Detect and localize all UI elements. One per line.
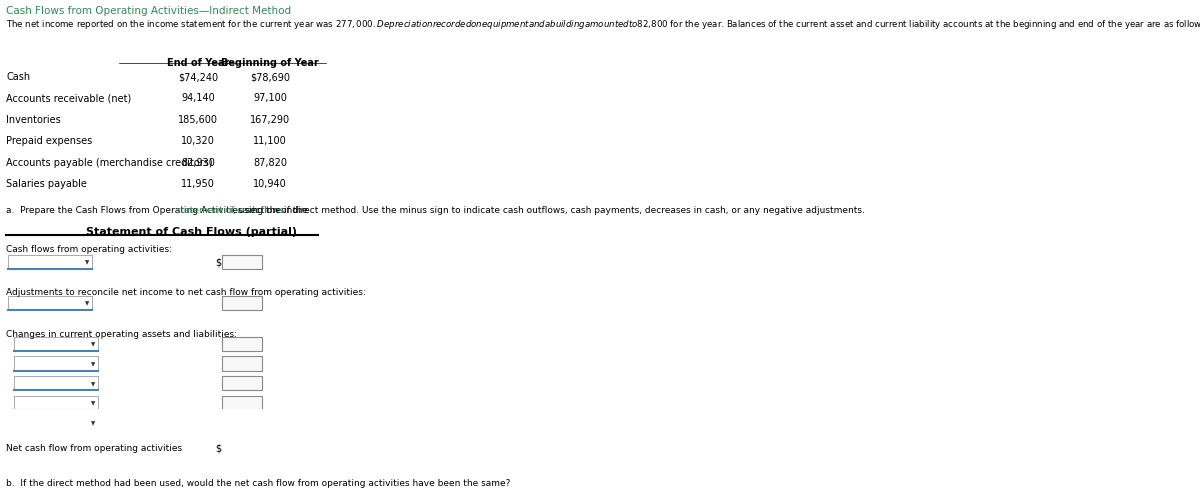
Text: Net cash flow from operating activities: Net cash flow from operating activities <box>6 444 182 452</box>
FancyBboxPatch shape <box>222 416 263 430</box>
Text: 94,140: 94,140 <box>181 93 215 103</box>
Text: The net income reported on the income statement for the current year was $277,00: The net income reported on the income st… <box>6 18 1200 31</box>
FancyBboxPatch shape <box>14 376 98 390</box>
Text: statement of cash flows: statement of cash flows <box>175 206 284 215</box>
Text: Changes in current operating assets and liabilities:: Changes in current operating assets and … <box>6 329 238 339</box>
FancyBboxPatch shape <box>14 396 98 410</box>
FancyBboxPatch shape <box>7 296 92 310</box>
Text: ▼: ▼ <box>91 420 96 426</box>
Text: Inventories: Inventories <box>6 115 61 124</box>
Text: Adjustments to reconcile net income to net cash flow from operating activities:: Adjustments to reconcile net income to n… <box>6 288 366 297</box>
FancyBboxPatch shape <box>14 416 98 430</box>
Text: Prepaid expenses: Prepaid expenses <box>6 136 92 146</box>
Text: 11,950: 11,950 <box>181 179 215 188</box>
FancyBboxPatch shape <box>222 256 263 270</box>
FancyBboxPatch shape <box>14 357 98 371</box>
Text: ▼: ▼ <box>85 260 90 264</box>
Text: 10,320: 10,320 <box>181 136 215 146</box>
Text: Cash flows from operating activities:: Cash flows from operating activities: <box>6 244 172 253</box>
FancyBboxPatch shape <box>7 485 100 488</box>
Text: 11,100: 11,100 <box>253 136 287 146</box>
Text: $74,240: $74,240 <box>178 72 218 82</box>
Text: End of Year: End of Year <box>167 58 229 68</box>
Text: ▼: ▼ <box>85 301 90 305</box>
Text: 97,100: 97,100 <box>253 93 287 103</box>
Text: 87,820: 87,820 <box>253 157 287 167</box>
FancyBboxPatch shape <box>7 255 92 269</box>
Text: 167,290: 167,290 <box>250 115 290 124</box>
FancyBboxPatch shape <box>222 337 263 351</box>
FancyBboxPatch shape <box>14 337 98 351</box>
Text: $: $ <box>215 443 221 453</box>
Text: Accounts receivable (net): Accounts receivable (net) <box>6 93 131 103</box>
Text: ▼: ▼ <box>91 381 96 386</box>
FancyBboxPatch shape <box>222 357 263 371</box>
Text: 82,930: 82,930 <box>181 157 215 167</box>
Text: 10,940: 10,940 <box>253 179 287 188</box>
Text: b.  If the direct method had been used, would the net cash flow from operating a: b. If the direct method had been used, w… <box>6 478 510 487</box>
Text: $78,690: $78,690 <box>250 72 290 82</box>
Text: Cash Flows from Operating Activities—Indirect Method: Cash Flows from Operating Activities—Ind… <box>6 6 292 16</box>
Text: a.  Prepare the Cash Flows from Operating Activities section of the: a. Prepare the Cash Flows from Operating… <box>6 206 311 215</box>
FancyBboxPatch shape <box>222 441 263 455</box>
Text: ▼: ▼ <box>91 401 96 406</box>
FancyBboxPatch shape <box>222 376 263 390</box>
Text: , using the indirect method. Use the minus sign to indicate cash outflows, cash : , using the indirect method. Use the min… <box>233 206 865 215</box>
FancyBboxPatch shape <box>222 396 263 410</box>
Text: $: $ <box>215 257 221 267</box>
Text: 185,600: 185,600 <box>178 115 218 124</box>
FancyBboxPatch shape <box>222 296 263 310</box>
Text: Beginning of Year: Beginning of Year <box>221 58 319 68</box>
Text: ▼: ▼ <box>91 362 96 366</box>
Text: ▼: ▼ <box>91 342 96 346</box>
Text: Cash: Cash <box>6 72 30 82</box>
Text: Accounts payable (merchandise creditors): Accounts payable (merchandise creditors) <box>6 157 212 167</box>
Text: Statement of Cash Flows (partial): Statement of Cash Flows (partial) <box>86 227 298 237</box>
Text: Salaries payable: Salaries payable <box>6 179 88 188</box>
